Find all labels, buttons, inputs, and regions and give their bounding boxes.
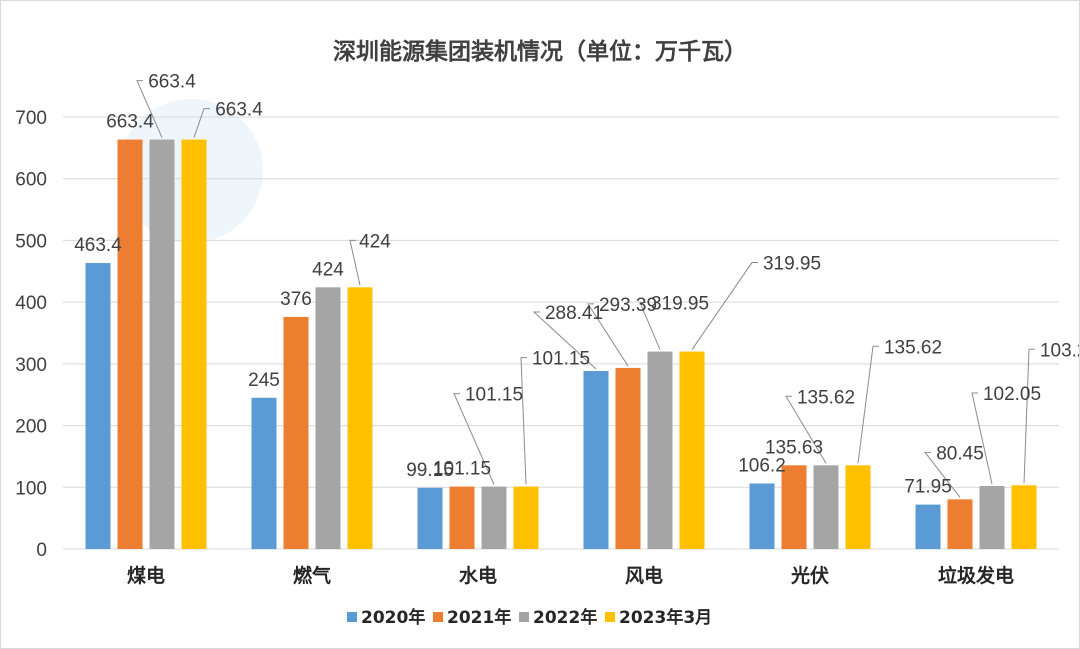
bar [481,486,507,549]
bar [347,287,373,549]
legend-item[interactable]: 2022年 [519,607,597,628]
leader-line [587,303,629,367]
data-label: 102.05 [983,384,1041,405]
x-category-label: 光伏 [790,564,829,587]
leader-line [520,357,527,485]
bar [149,139,175,549]
legend-label: 2022年 [533,607,597,628]
y-tick-label: 0 [36,540,47,561]
data-labels: 463.4663.4663.4663.424537642442499.15101… [74,72,1079,498]
legend-item[interactable]: 2020年 [347,607,425,628]
leader-line [857,345,879,464]
legend-label: 2020年 [361,607,425,628]
leader-line [349,239,361,286]
bar [251,397,277,549]
bar [583,371,609,549]
y-tick-label: 200 [15,417,47,438]
data-label: 245 [248,370,280,391]
leader-line [1023,348,1035,484]
bar [915,504,941,549]
data-label: 663.4 [215,100,263,121]
legend-label: 2023年3月 [619,607,712,628]
legend-item[interactable]: 2021年 [433,607,511,628]
leader-line [453,393,495,485]
label-leader-lines [136,80,1035,498]
data-label: 101.15 [532,349,590,370]
legend-swatch [519,612,529,622]
bar [781,465,807,549]
bar [449,486,475,549]
data-label: 101.15 [465,385,523,406]
data-label: 99.15 [406,460,454,481]
x-category-label: 水电 [459,564,497,587]
x-category-label: 风电 [625,564,663,587]
x-category-label: 燃气 [293,564,331,587]
y-axis-ticks: 0 100 200 300 400 500 600 700 [15,108,47,561]
bar [979,486,1005,549]
bars [85,139,1037,549]
y-tick-label: 500 [15,231,47,252]
data-label: 101.15 [433,459,491,480]
data-label: 71.95 [904,477,952,498]
leader-line [691,262,758,350]
bar [283,316,309,549]
bar [615,367,641,549]
bar [749,483,775,549]
data-label: 135.62 [884,337,942,358]
y-tick-label: 700 [15,108,47,129]
legend-swatch [347,612,357,622]
chart-title: 深圳能源集团装机情况（单位：万千瓦） [333,38,747,65]
legend-swatch [433,612,443,622]
data-label: 663.4 [148,72,196,93]
data-label: 663.4 [106,112,154,133]
y-tick-label: 300 [15,355,47,376]
data-label: 288.41 [545,303,603,324]
bar [513,486,539,549]
bar [679,351,705,549]
data-label: 376 [280,289,312,310]
bar [417,487,443,549]
leader-line [136,80,163,138]
leader-line [532,311,597,370]
y-tick-label: 100 [15,478,47,499]
x-axis-categories: 煤电 燃气 水电 风电 光伏 垃圾发电 [127,564,1014,587]
data-label: 135.63 [765,437,823,458]
data-label: 319.95 [763,254,821,275]
bar [85,263,111,549]
legend-item[interactable]: 2023年3月 [605,607,712,628]
leader-line [923,451,961,498]
x-category-label: 煤电 [127,564,165,587]
bar [1011,485,1037,549]
leader-line [193,108,210,138]
bar [181,139,207,549]
data-label: 424 [359,231,391,252]
legend-swatch [605,612,615,622]
bar [845,465,871,549]
data-label: 103.25 [1040,340,1079,361]
bar [947,499,973,549]
data-label: 135.62 [797,387,855,408]
data-label: 80.45 [936,443,984,464]
leader-line [639,302,661,350]
bar [813,465,839,549]
data-label: 293.39 [599,295,657,316]
data-label: 319.95 [651,294,709,315]
bar [647,351,673,549]
leader-line [785,395,827,464]
data-label: 424 [312,259,344,280]
bar [315,287,341,549]
gridlines [63,116,1059,550]
data-label: 106.2 [738,455,786,476]
legend[interactable]: 2020年 2021年 2022年 2023年3月 [347,607,712,628]
y-tick-label: 600 [15,170,47,191]
legend-label: 2021年 [447,607,511,628]
y-tick-label: 400 [15,293,47,314]
bar [117,139,143,549]
leader-line [971,392,993,485]
data-label: 463.4 [74,235,122,256]
x-category-label: 垃圾发电 [938,564,1014,587]
